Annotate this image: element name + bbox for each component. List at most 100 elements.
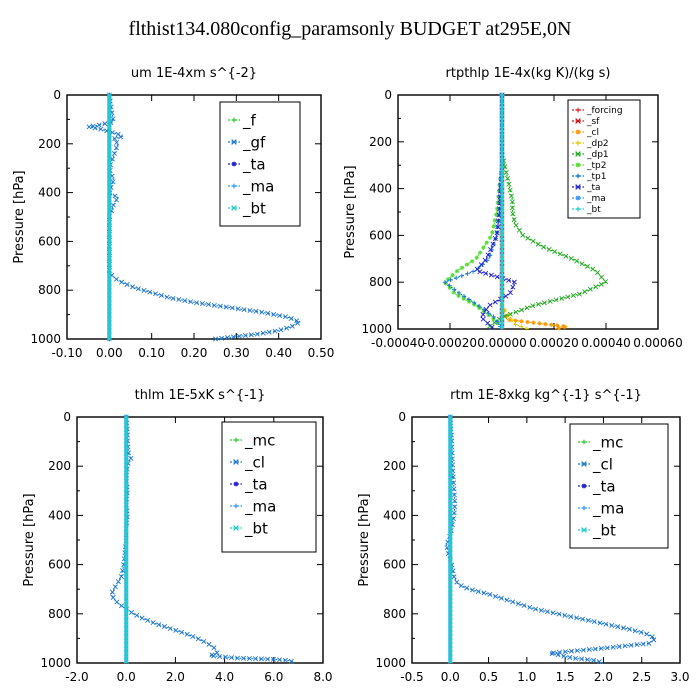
data-point [644,631,650,637]
legend-marker [231,117,237,123]
data-point [447,514,453,520]
data-point [454,579,460,585]
data-point [474,255,479,260]
data-point [128,455,134,461]
data-point [478,262,484,268]
data-point [123,550,129,556]
data-point [483,307,489,313]
data-point [123,454,129,460]
data-point [447,494,453,500]
data-point [106,152,112,158]
series-bt [106,92,112,342]
data-point [447,490,453,496]
data-point [106,288,112,294]
data-point [106,228,112,234]
data-point [513,309,519,315]
y-tick-label: 600 [48,558,71,572]
y-tick-label: 200 [48,459,71,473]
x-tick-label: 0.0 [441,670,460,684]
data-point [477,250,483,255]
chart-panel-0: um 1E-4xm s^{-2} Pressure [hPa] 0 200 400 600… [12,66,334,360]
data-point [520,232,526,238]
data-point [461,296,466,301]
data-point [499,180,505,186]
data-point [106,312,112,318]
data-point [176,296,182,303]
data-point [492,299,498,305]
y-tick-label: 0 [384,88,392,102]
legend-marker [233,459,239,465]
data-point [123,530,129,536]
data-point [106,232,112,238]
data-point [106,304,112,310]
data-point [123,566,129,572]
data-point [106,328,112,334]
data-point [503,314,509,319]
x-tick-label: 6.0 [264,670,283,684]
data-point [570,293,577,299]
data-point [123,534,129,540]
data-point [284,325,290,331]
data-point [447,642,453,648]
legend-marker [233,525,239,531]
data-point [456,290,462,296]
data-point [487,592,493,598]
data-point [223,654,229,660]
data-point [556,611,562,617]
data-point [451,510,457,516]
data-point [499,300,505,306]
data-point [447,470,453,476]
data-point [594,270,601,276]
data-point [546,246,552,252]
data-point [585,657,591,663]
data-point [246,655,252,662]
data-point [135,286,141,292]
data-point [106,168,112,174]
data-point [123,418,129,424]
legend-marker [575,162,581,168]
x-tick-label: 0.40 [265,346,292,360]
x-tick-label: -0.5 [400,670,423,684]
data-point [640,641,646,647]
data-point [447,498,453,504]
data-point [499,224,505,230]
data-point [447,578,453,584]
data-point [499,204,505,210]
data-point [499,144,505,150]
data-point [541,300,547,306]
data-point [610,644,616,650]
data-point [456,293,461,298]
data-point [224,335,231,341]
data-point [499,316,505,322]
data-point [260,330,266,336]
data-point [123,630,129,636]
data-point [111,150,117,156]
y-tick-label: 600 [383,558,406,572]
data-point [576,291,582,297]
data-point [447,550,453,556]
data-point [447,654,453,660]
legend-label: _ta [586,183,601,193]
data-point [217,303,223,309]
data-point [123,494,129,500]
data-point [574,258,580,264]
data-point [499,120,505,126]
data-point [123,502,129,508]
legend-label: _ta [592,477,616,496]
data-point [110,179,116,185]
data-point [499,96,505,102]
data-point [511,217,517,223]
data-point [480,316,486,322]
data-point [451,492,457,498]
data-point [194,300,200,306]
data-point [499,176,505,182]
data-point [464,585,470,591]
data-point [509,199,515,205]
data-point [502,307,508,313]
data-point [491,314,496,320]
data-point [447,546,453,552]
legend-label: _cl [244,453,265,472]
y-axis-label: Pressure [hPa] [343,165,358,258]
data-point [242,332,248,339]
data-point [464,262,470,267]
